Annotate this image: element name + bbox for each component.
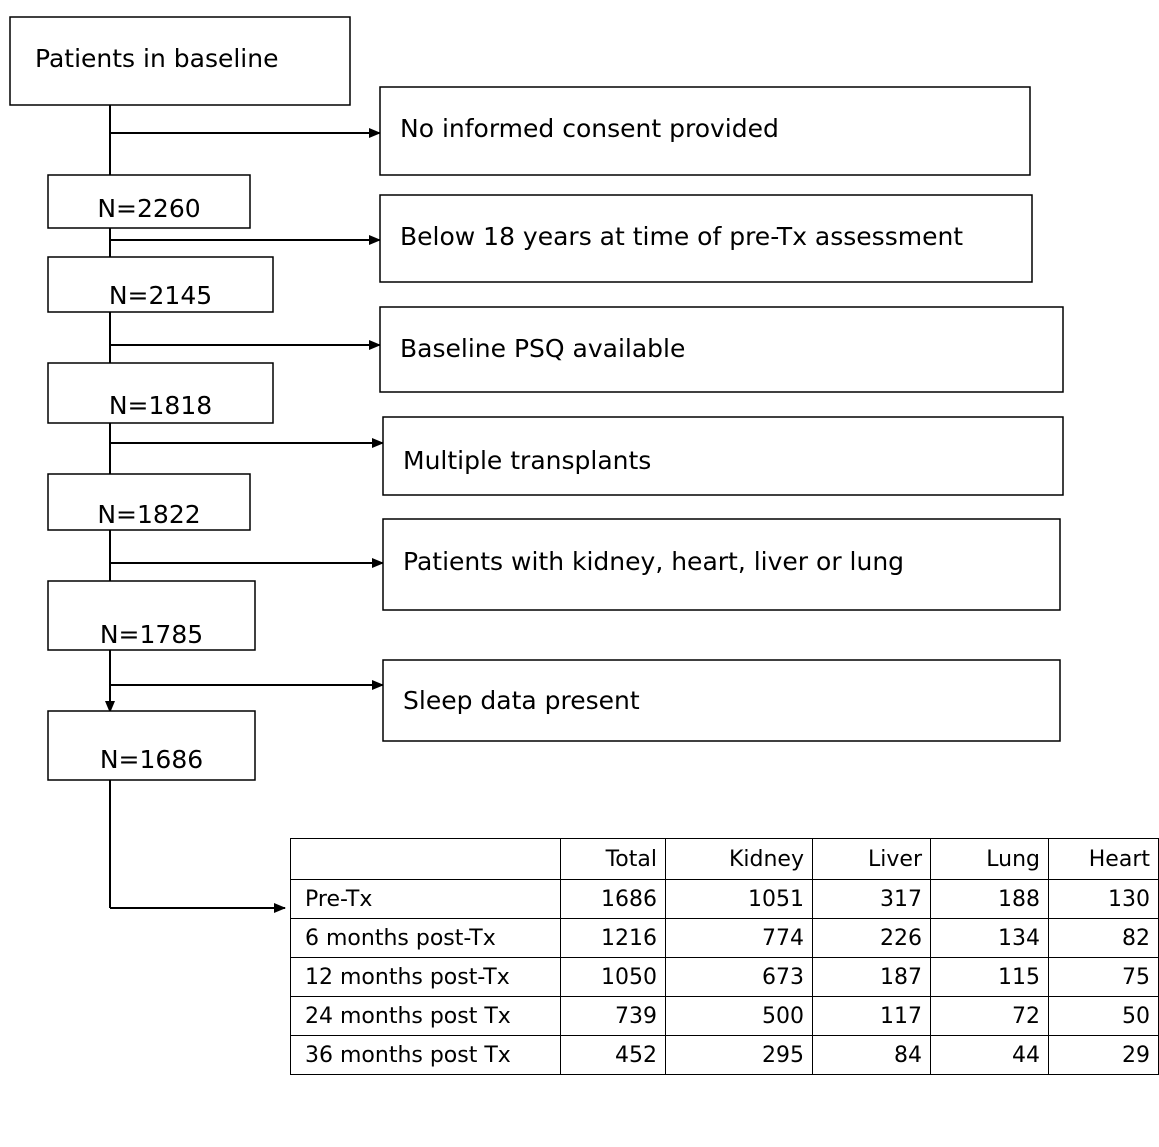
- value-cell: 75: [1048, 957, 1159, 997]
- count-label: N=1686: [100, 745, 203, 774]
- row-label: 24 months post Tx: [290, 996, 561, 1036]
- value-cell: 187: [812, 957, 931, 997]
- value-cell: 452: [560, 1035, 666, 1075]
- count-box: [47, 256, 274, 313]
- exclusion-label: Patients with kidney, heart, liver or lu…: [403, 547, 904, 576]
- exclusion-label: Sleep data present: [403, 686, 640, 715]
- start-label: Patients in baseline: [35, 44, 278, 73]
- exclusion-box: [379, 306, 1064, 393]
- value-cell: 317: [812, 879, 931, 919]
- row-label: 12 months post-Tx: [290, 957, 561, 997]
- count-label: N=1785: [100, 620, 203, 649]
- value-cell: 115: [930, 957, 1049, 997]
- table-row: 36 months post Tx 452 295 84 44 29: [290, 1035, 1159, 1075]
- exclusion-label: Below 18 years at time of pre-Tx assessm…: [400, 222, 963, 251]
- exclusion-box: [379, 194, 1033, 283]
- value-cell: 84: [812, 1035, 931, 1075]
- exclusion-box: [382, 659, 1061, 742]
- header-cell: [290, 838, 561, 880]
- header-cell: Heart: [1048, 838, 1159, 880]
- value-cell: 134: [930, 918, 1049, 958]
- results-table: Total Kidney Liver Lung Heart Pre-Tx 1686 1051…: [290, 838, 1159, 1075]
- value-cell: 44: [930, 1035, 1049, 1075]
- value-cell: 188: [930, 879, 1049, 919]
- value-cell: 82: [1048, 918, 1159, 958]
- value-cell: 500: [665, 996, 813, 1036]
- count-box: [47, 473, 251, 531]
- header-cell: Lung: [930, 838, 1049, 880]
- value-cell: 295: [665, 1035, 813, 1075]
- value-cell: 72: [930, 996, 1049, 1036]
- count-label: N=2145: [109, 281, 212, 310]
- value-cell: 29: [1048, 1035, 1159, 1075]
- header-cell: Kidney: [665, 838, 813, 880]
- value-cell: 774: [665, 918, 813, 958]
- count-label: N=1818: [109, 391, 212, 420]
- table-row: 12 months post-Tx 1050 673 187 115 75: [290, 957, 1159, 997]
- value-cell: 673: [665, 957, 813, 997]
- header-cell: Liver: [812, 838, 931, 880]
- start-box: [9, 16, 351, 106]
- count-box: [47, 710, 256, 781]
- value-cell: 226: [812, 918, 931, 958]
- value-cell: 1216: [560, 918, 666, 958]
- value-cell: 117: [812, 996, 931, 1036]
- row-label: Pre-Tx: [290, 879, 561, 919]
- row-label: 36 months post Tx: [290, 1035, 561, 1075]
- row-label: 6 months post-Tx: [290, 918, 561, 958]
- value-cell: 130: [1048, 879, 1159, 919]
- count-label: N=1822: [97, 500, 200, 529]
- table-row: 6 months post-Tx 1216 774 226 134 82: [290, 918, 1159, 958]
- exclusion-box: [382, 518, 1061, 611]
- count-box: [47, 580, 256, 651]
- count-box: [47, 174, 251, 229]
- value-cell: 50: [1048, 996, 1159, 1036]
- count-box: [47, 362, 274, 424]
- exclusion-label: Baseline PSQ available: [400, 334, 685, 363]
- value-cell: 1050: [560, 957, 666, 997]
- table-row: 24 months post Tx 739 500 117 72 50: [290, 996, 1159, 1036]
- header-cell: Total: [560, 838, 666, 880]
- exclusion-label: Multiple transplants: [403, 446, 651, 475]
- header-row: Total Kidney Liver Lung Heart: [290, 838, 1159, 880]
- count-label: N=2260: [97, 194, 200, 223]
- exclusion-label: No informed consent provided: [400, 114, 779, 143]
- value-cell: 1051: [665, 879, 813, 919]
- exclusion-box: [382, 416, 1064, 496]
- table-row: Pre-Tx 1686 1051 317 188 130: [290, 879, 1159, 919]
- value-cell: 1686: [560, 879, 666, 919]
- exclusion-box: [379, 86, 1031, 176]
- value-cell: 739: [560, 996, 666, 1036]
